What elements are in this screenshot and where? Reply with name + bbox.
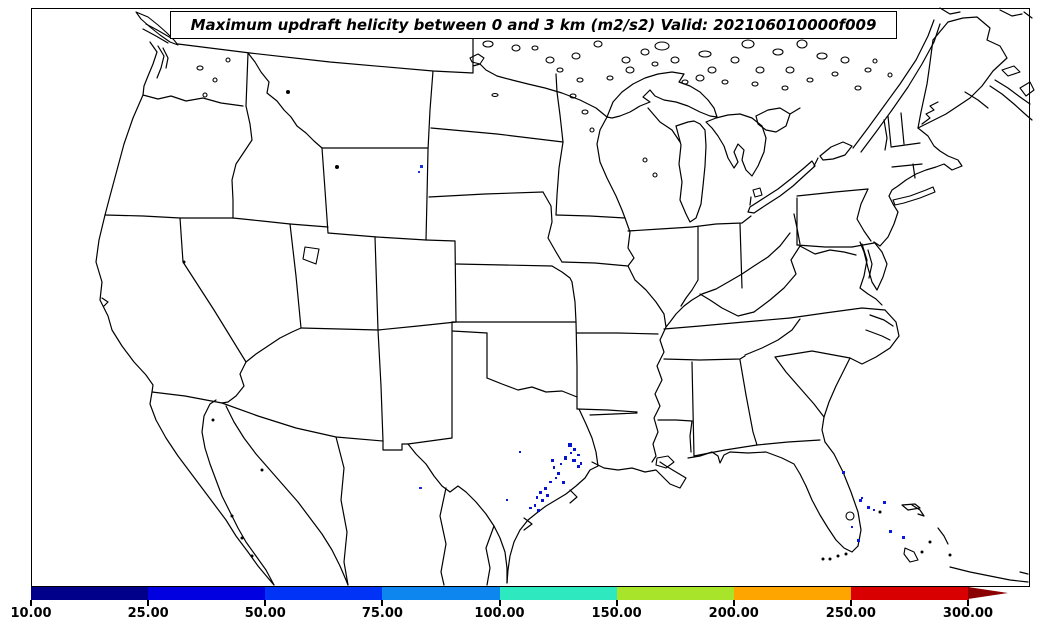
helicity-speck [873, 509, 875, 511]
helicity-speck [842, 471, 845, 474]
helicity-speck [555, 477, 557, 479]
helicity-speck [549, 481, 552, 483]
colorbar-segment [850, 587, 969, 600]
mountain-west-borders [179, 52, 384, 442]
helicity-speck [580, 462, 582, 465]
colorbar-overflow-arrow [968, 587, 1008, 599]
helicity-speck [573, 448, 576, 451]
helicity-data-specks [418, 165, 905, 542]
helicity-speck [537, 509, 540, 512]
helicity-speck [534, 504, 536, 507]
helicity-speck [861, 497, 863, 499]
helicity-speck [859, 499, 862, 502]
mid-atlantic-coast [793, 188, 899, 306]
colorbar-tick [264, 600, 267, 606]
canada-maritimes-coast [939, 7, 1035, 121]
colorbar-tick-label: 25.00 [127, 606, 169, 621]
colorbar-segment [616, 587, 735, 600]
colorbar-tick-label: 250.00 [825, 606, 876, 621]
colorbar-tick [732, 600, 735, 606]
colorbar-segment [499, 587, 618, 600]
bahamas-cuba-islands [878, 503, 1029, 583]
helicity-speck [506, 499, 508, 501]
colorbar-segment [31, 587, 149, 600]
helicity-speck [557, 472, 560, 475]
helicity-speck [577, 454, 580, 456]
mexico [149, 391, 495, 586]
helicity-speck [551, 459, 554, 462]
helicity-speck [883, 501, 886, 504]
colorbar-tick-label: 200.00 [708, 606, 759, 621]
helicity-speck [536, 496, 538, 499]
colorbar-segment [265, 587, 383, 600]
helicity-speck [889, 530, 892, 533]
helicity-speck [572, 459, 576, 462]
helicity-speck [544, 487, 547, 490]
northeast-us-coast [883, 16, 1008, 206]
colorbar-tick-label: 100.00 [474, 606, 525, 621]
colorbar-segment [148, 587, 266, 600]
colorbar-tick-label: 300.00 [942, 606, 994, 621]
helicity-speck [577, 465, 580, 468]
colorbar-tick [381, 600, 384, 606]
helicity-speck [564, 456, 567, 460]
helicity-speck [541, 499, 544, 502]
colorbar-tick [615, 600, 618, 606]
helicity-speck [560, 463, 562, 465]
colorbar-tick [30, 600, 32, 606]
helicity-speck [539, 491, 542, 494]
colorbar-segment [382, 587, 500, 600]
colorbar-segment [733, 587, 852, 600]
page-title: Maximum updraft helicity between 0 and 3… [190, 16, 877, 34]
title-box: Maximum updraft helicity between 0 and 3… [170, 11, 897, 39]
colorbar-tick [967, 600, 969, 606]
colorbar-tick-label: 50.00 [244, 606, 286, 621]
helicity-speck [553, 466, 555, 469]
helicity-speck [570, 452, 572, 454]
helicity-speck [562, 481, 565, 484]
canada-lakes-scatter [196, 39, 893, 178]
colorbar-tick-label: 150.00 [591, 606, 642, 621]
helicity-speck [902, 536, 905, 539]
helicity-speck [418, 171, 420, 173]
helicity-speck [867, 506, 870, 509]
helicity-speck [420, 165, 423, 168]
helicity-speck [568, 443, 572, 447]
colorbar-tick-label: 75.00 [361, 606, 403, 621]
colorbar-tick-label: 10.00 [10, 606, 52, 621]
helicity-speck [419, 487, 422, 489]
colorbar-tick [147, 600, 150, 606]
atlantic-gulf-coast [576, 309, 900, 561]
pacific-coast [95, 11, 244, 393]
helicity-speck [851, 526, 853, 528]
helicity-speck [546, 494, 549, 497]
helicity-speck [519, 451, 521, 453]
southeast-state-borders [663, 232, 894, 457]
helicity-speck [857, 539, 860, 542]
helicity-speck [529, 507, 532, 509]
texas-plains-borders [407, 261, 667, 584]
colorbar-tick [849, 600, 852, 606]
great-lakes-midwest [596, 71, 853, 307]
central-plains-borders [321, 70, 635, 331]
colorbar-tick [498, 600, 501, 606]
